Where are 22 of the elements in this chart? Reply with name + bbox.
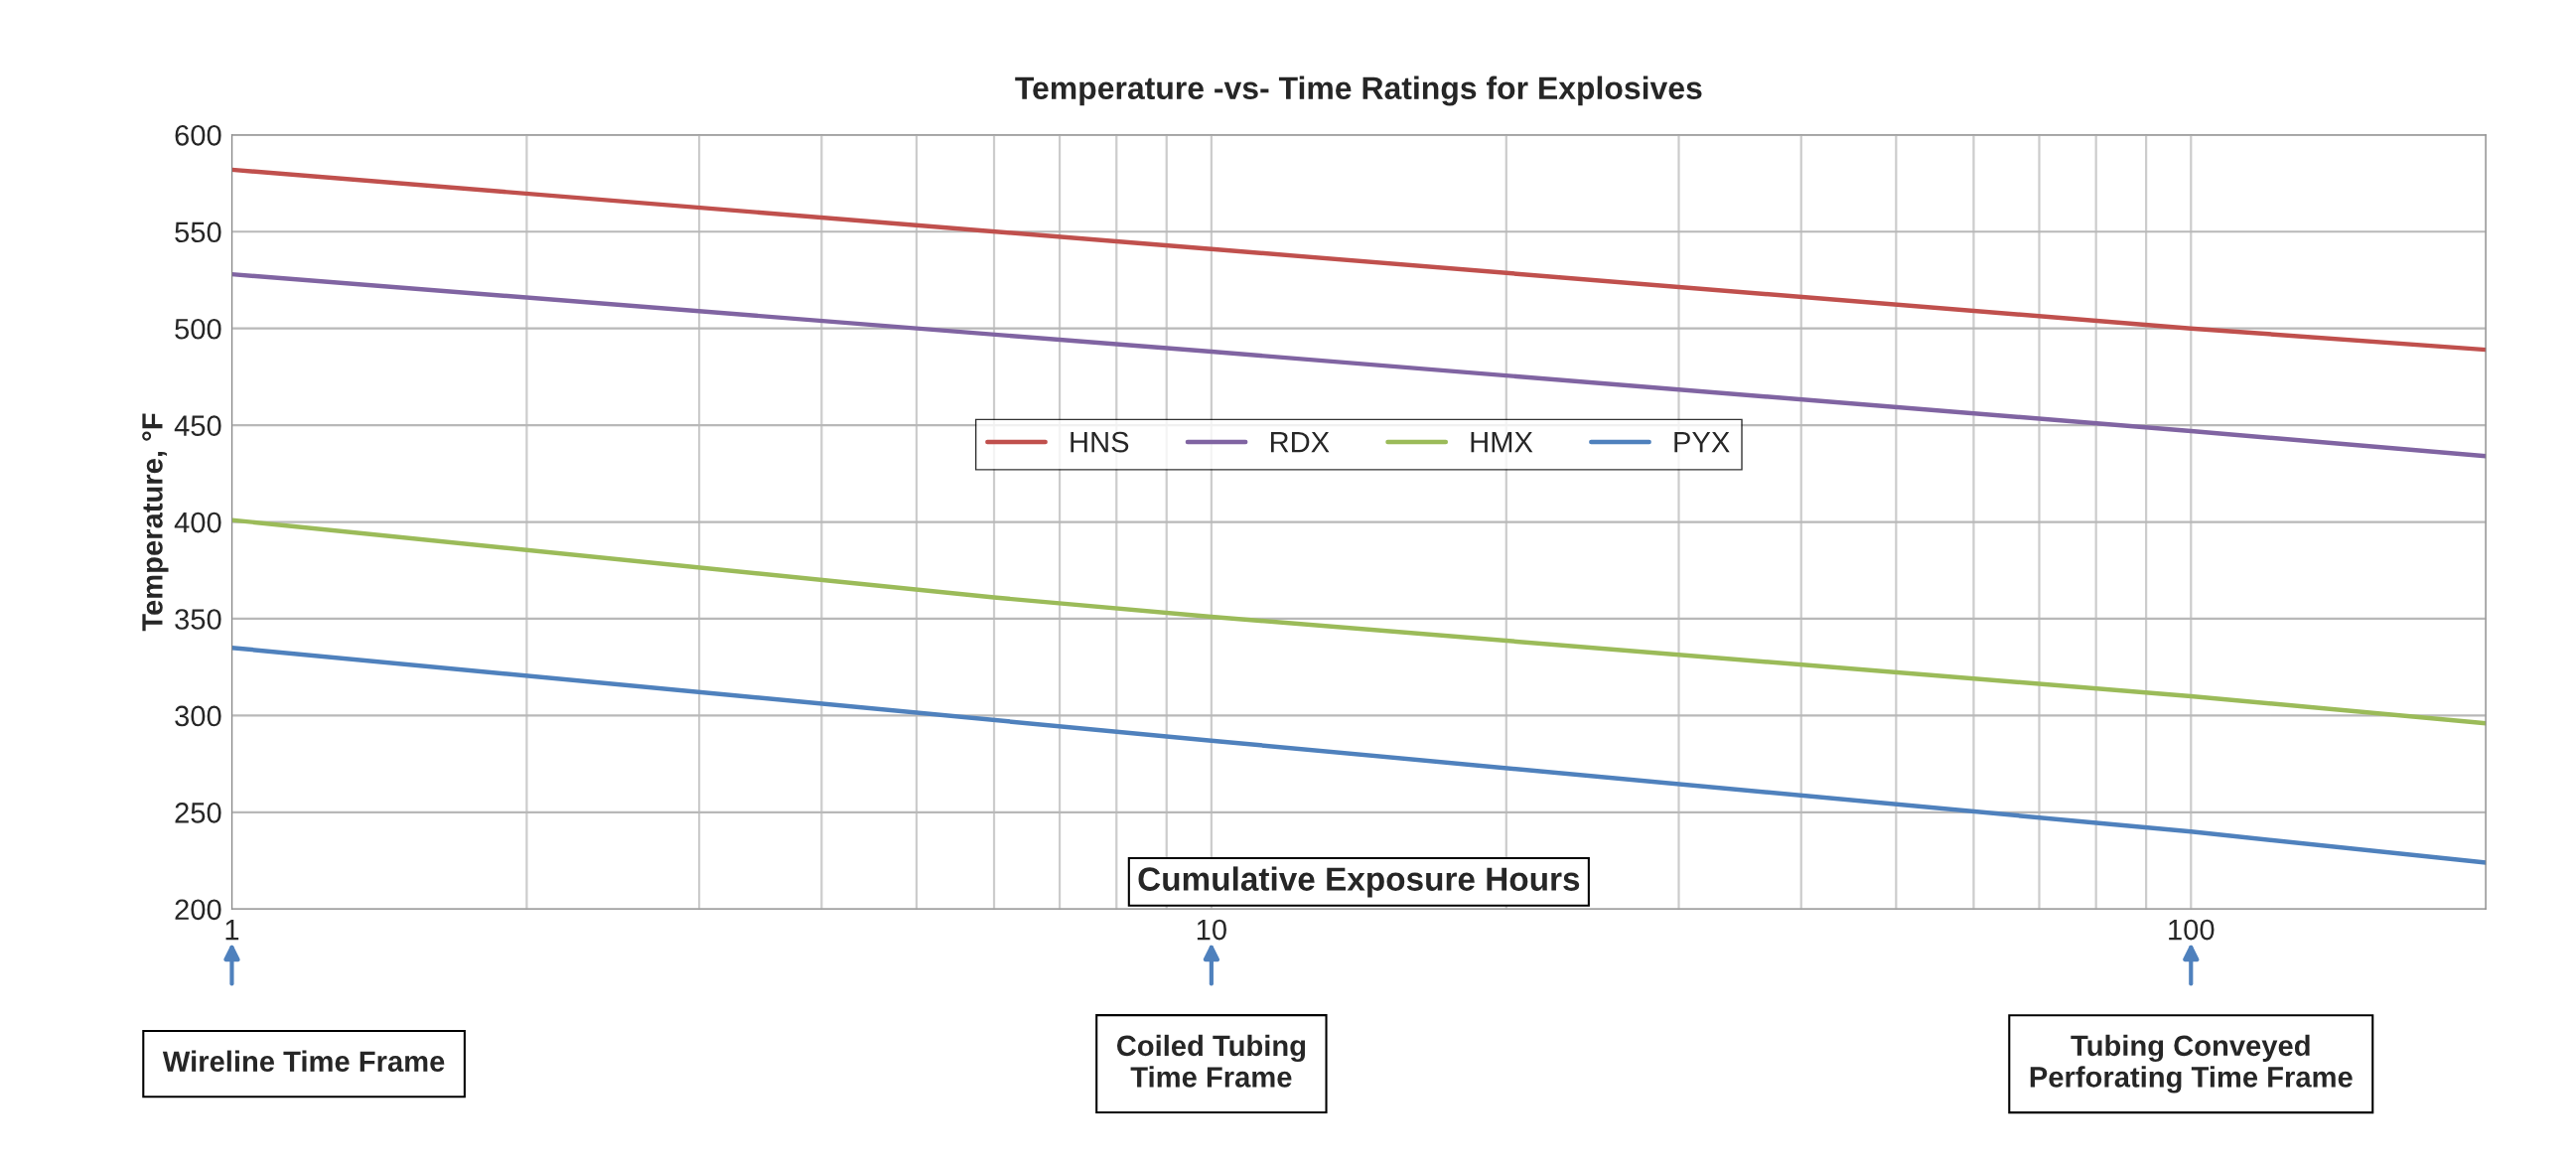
legend-label: RDX: [1270, 432, 1330, 453]
y-tick-label: 550: [175, 221, 221, 243]
text: Coiled Tubing Time Frame: [1116, 1034, 1306, 1088]
text: Tubing Conveyed Perforating Time Frame: [2030, 1034, 2353, 1094]
text: Wireline Time Frame: [162, 1050, 445, 1072]
y-tick-label: 250: [175, 803, 221, 823]
x-tick-label: 100: [2169, 919, 2215, 941]
x-axis-title: Cumulative Exposure Hours: [1138, 866, 1580, 898]
x-tick-label: 10: [1197, 919, 1226, 941]
y-tick-label: 500: [175, 318, 221, 340]
legend-label: PYX: [1674, 432, 1730, 453]
y-tick-label: 200: [175, 899, 221, 921]
y-tick-label: 400: [174, 512, 221, 533]
y-tick-label: 300: [175, 705, 221, 727]
y-tick-label: 450: [174, 415, 221, 436]
y-tick-label: 600: [175, 125, 221, 146]
legend-label: HNS: [1071, 431, 1129, 453]
y-tick-label: 350: [175, 609, 221, 630]
legend-label: HMX: [1471, 432, 1533, 453]
x-tick-label: 1: [225, 920, 239, 941]
chart-title: Temperature -vs- Time Ratings for Explosives: [1015, 75, 1702, 106]
y-axis-title: Temperature, °F: [142, 413, 169, 632]
